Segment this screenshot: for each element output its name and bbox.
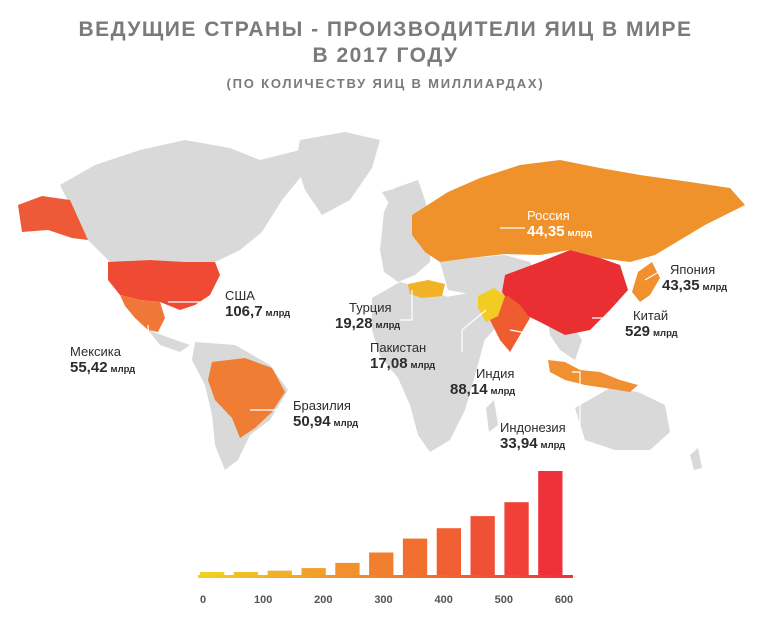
legend-bar (233, 572, 259, 575)
country-china (502, 250, 628, 335)
country-brazil (208, 358, 285, 438)
label-indonesia: Индонезия 33,94 млрд (500, 420, 566, 453)
label-brazil: Бразилия 50,94 млрд (293, 398, 358, 431)
country-japan (632, 262, 660, 302)
label-brazil-unit: млрд (333, 418, 359, 429)
legend-bar (436, 528, 461, 575)
leader-line-indonesia (572, 371, 581, 435)
label-india-name: Индия (476, 366, 515, 381)
label-turkey-name: Турция (349, 300, 392, 315)
country-pakistan (478, 288, 505, 322)
chart-title-line1: ВЕДУЩИЕ СТРАНЫ - ПРОИЗВОДИТЕЛИ ЯИЦ В МИР… (78, 18, 693, 41)
legend-tick-label: 600 (555, 594, 573, 606)
label-indonesia-name: Индонезия (500, 420, 566, 435)
legend-bar (470, 516, 495, 575)
legend-ticks: 0 100 200 300 400 500 600 (200, 594, 573, 606)
label-japan-unit: млрд (702, 282, 728, 293)
label-japan-name: Япония (670, 262, 716, 277)
label-russia: Россия 44,35 млрд (527, 208, 592, 241)
land-madagascar (486, 400, 498, 432)
label-china-unit: млрд (653, 328, 678, 339)
label-japan-value: 43,35 (662, 277, 700, 294)
label-mexico-value: 55,42 (70, 359, 108, 376)
label-turkey: Турция 19,28 млрд (335, 300, 400, 333)
label-mexico-unit: млрд (110, 364, 136, 375)
legend-baseline (198, 575, 573, 578)
legend-tick-label: 100 (254, 594, 272, 606)
label-china-value: 529 (625, 323, 651, 340)
land-greenland (296, 132, 380, 215)
legend-tick-label: 500 (495, 594, 513, 606)
label-russia-value: 44,35 (527, 223, 565, 240)
label-usa-name: США (225, 288, 255, 303)
land-canada (60, 140, 318, 262)
label-india-value: 88,14 (450, 381, 488, 398)
leader-line-pakistan (461, 309, 487, 352)
label-pakistan: Пакистан 17,08 млрд (370, 340, 435, 373)
legend-tick-label: 400 (435, 594, 453, 606)
label-brazil-name: Бразилия (293, 398, 351, 413)
label-india: Индия 88,14 млрд (450, 366, 515, 399)
label-mexico-name: Мексика (70, 344, 122, 359)
label-japan: Япония 43,35 млрд (662, 262, 727, 295)
label-mexico: Мексика 55,42 млрд (70, 344, 135, 377)
legend-bar (335, 562, 360, 575)
leader-line-india (509, 329, 539, 379)
label-pakistan-name: Пакистан (370, 340, 427, 355)
label-turkey-unit: млрд (375, 320, 401, 331)
label-turkey-value: 19,28 (335, 315, 373, 332)
legend-bar (369, 552, 394, 575)
country-indonesia (548, 360, 638, 392)
land-central-america (148, 330, 190, 352)
land-europe (380, 180, 432, 282)
legend-tick-label: 300 (374, 594, 392, 606)
country-alaska (18, 196, 88, 240)
label-usa-unit: млрд (265, 308, 291, 319)
legend-tick-label: 200 (314, 594, 332, 606)
label-pakistan-value: 17,08 (370, 355, 408, 372)
leader-line-turkey (400, 290, 413, 321)
legend-bar (301, 568, 326, 575)
label-indonesia-unit: млрд (540, 440, 566, 451)
legend-bar (402, 538, 428, 575)
label-russia-name: Россия (527, 208, 570, 223)
legend-bar (267, 570, 292, 575)
world-map (18, 132, 745, 470)
country-turkey (408, 280, 445, 298)
label-china: Китай 529 млрд (625, 308, 678, 341)
label-russia-unit: млрд (567, 228, 593, 239)
legend-bars (200, 471, 563, 575)
land-new-zealand (690, 448, 702, 470)
legend-bar (538, 471, 563, 575)
chart-subtitle: (ПО КОЛИЧЕСТВУ ЯИЦ В МИЛЛИАРДАХ) (226, 76, 545, 91)
label-china-name: Китай (633, 308, 669, 323)
label-brazil-value: 50,94 (293, 413, 331, 430)
land-australia (575, 388, 670, 450)
leader-line-japan (644, 269, 663, 281)
leader-line-mexico (142, 324, 151, 357)
legend-bar (504, 502, 529, 575)
label-indonesia-value: 33,94 (500, 435, 538, 452)
legend-bar (200, 572, 225, 575)
label-india-unit: млрд (490, 386, 516, 397)
chart-title-line2: В 2017 ГОДУ (312, 44, 459, 67)
country-mexico (120, 295, 165, 332)
legend-tick-label: 0 (200, 594, 206, 606)
label-usa: США 106,7 млрд (225, 288, 290, 321)
label-usa-value: 106,7 (225, 303, 263, 320)
country-usa (108, 260, 220, 310)
label-pakistan-unit: млрд (410, 360, 436, 371)
leader-lines (142, 227, 663, 435)
country-russia (412, 160, 745, 262)
